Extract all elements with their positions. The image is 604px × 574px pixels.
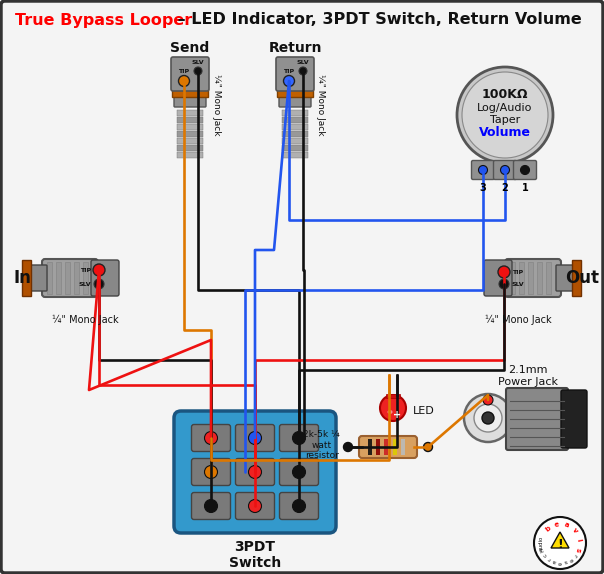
Bar	[177, 117, 203, 123]
Bar	[177, 138, 203, 144]
FancyBboxPatch shape	[280, 425, 318, 452]
Text: TIP: TIP	[512, 270, 523, 274]
Circle shape	[457, 67, 553, 163]
Bar	[172, 89, 208, 97]
Circle shape	[474, 404, 502, 432]
Bar	[282, 117, 308, 123]
Circle shape	[205, 466, 217, 479]
Circle shape	[499, 279, 509, 289]
FancyBboxPatch shape	[484, 260, 512, 296]
Text: +: +	[393, 410, 401, 420]
Text: r: r	[547, 556, 551, 561]
FancyBboxPatch shape	[191, 425, 231, 452]
Bar	[177, 110, 203, 116]
Bar	[177, 145, 203, 151]
Text: ¼" Mono Jack: ¼" Mono Jack	[52, 315, 118, 325]
Bar	[177, 152, 203, 158]
Text: s: s	[563, 559, 568, 564]
FancyBboxPatch shape	[359, 436, 417, 458]
Text: Send: Send	[170, 41, 210, 55]
FancyBboxPatch shape	[29, 265, 47, 291]
Text: e: e	[557, 560, 562, 565]
Bar	[282, 138, 308, 144]
Circle shape	[498, 266, 510, 278]
Text: Taper: Taper	[490, 115, 520, 125]
Text: TIP: TIP	[178, 69, 190, 74]
Text: !: !	[557, 537, 563, 550]
FancyBboxPatch shape	[42, 259, 98, 297]
Circle shape	[380, 395, 406, 421]
Text: SLV: SLV	[297, 60, 309, 65]
Text: 2.1mm
Power Jack: 2.1mm Power Jack	[498, 365, 558, 387]
Circle shape	[478, 165, 487, 174]
Polygon shape	[551, 532, 569, 548]
Text: e: e	[567, 556, 573, 562]
Circle shape	[501, 165, 510, 174]
Bar	[47, 262, 52, 294]
Bar	[282, 131, 308, 137]
Bar	[401, 439, 405, 455]
Bar	[65, 262, 70, 294]
Bar	[368, 439, 372, 455]
Text: audio: audio	[539, 536, 544, 550]
Circle shape	[482, 412, 494, 424]
Text: In: In	[13, 269, 31, 287]
Bar	[74, 262, 79, 294]
Circle shape	[94, 279, 104, 289]
Text: TIP: TIP	[80, 267, 91, 273]
Bar	[519, 262, 524, 294]
FancyBboxPatch shape	[280, 459, 318, 486]
Bar	[376, 439, 380, 455]
FancyBboxPatch shape	[171, 57, 209, 91]
Text: True Bypass Looper: True Bypass Looper	[15, 13, 192, 28]
Bar	[177, 124, 203, 130]
Bar	[277, 89, 313, 97]
Circle shape	[299, 67, 307, 75]
Text: s: s	[574, 546, 582, 553]
Bar	[537, 262, 542, 294]
Ellipse shape	[388, 410, 393, 414]
Circle shape	[248, 432, 262, 444]
Circle shape	[423, 443, 432, 452]
FancyBboxPatch shape	[279, 95, 311, 107]
FancyBboxPatch shape	[191, 459, 231, 486]
Circle shape	[483, 395, 493, 405]
Bar	[282, 152, 308, 158]
FancyBboxPatch shape	[472, 161, 495, 180]
FancyBboxPatch shape	[556, 265, 574, 291]
Text: v: v	[571, 527, 579, 534]
Text: a: a	[551, 558, 557, 564]
Circle shape	[534, 517, 586, 569]
Circle shape	[248, 466, 262, 479]
Bar	[386, 394, 400, 398]
Text: Out: Out	[565, 269, 599, 287]
Bar	[528, 262, 533, 294]
Circle shape	[205, 432, 217, 444]
Circle shape	[344, 443, 353, 452]
FancyBboxPatch shape	[174, 411, 336, 533]
Text: SLV: SLV	[79, 281, 91, 286]
Text: 2k-5k ¼
watt
resistor: 2k-5k ¼ watt resistor	[303, 430, 340, 460]
Text: ¼" Mono Jack: ¼" Mono Jack	[484, 315, 551, 325]
Circle shape	[283, 76, 295, 87]
Text: TIP: TIP	[283, 69, 295, 74]
Bar	[384, 439, 388, 455]
Text: 3PDT
Switch: 3PDT Switch	[229, 540, 281, 570]
Text: ¼" Mono Jack: ¼" Mono Jack	[211, 74, 220, 135]
FancyBboxPatch shape	[513, 161, 536, 180]
Text: – LED Indicator, 3PDT Switch, Return Volume: – LED Indicator, 3PDT Switch, Return Vol…	[172, 13, 582, 28]
Circle shape	[292, 499, 306, 513]
Circle shape	[292, 432, 306, 444]
Text: i: i	[576, 538, 582, 541]
Text: 1: 1	[522, 183, 528, 193]
FancyBboxPatch shape	[276, 57, 314, 91]
Text: 3: 3	[480, 183, 486, 193]
Circle shape	[179, 76, 190, 87]
Text: SLV: SLV	[191, 60, 204, 65]
FancyBboxPatch shape	[236, 459, 274, 486]
Text: SLV: SLV	[512, 281, 525, 286]
Circle shape	[194, 67, 202, 75]
Bar	[510, 262, 515, 294]
FancyBboxPatch shape	[506, 388, 568, 450]
